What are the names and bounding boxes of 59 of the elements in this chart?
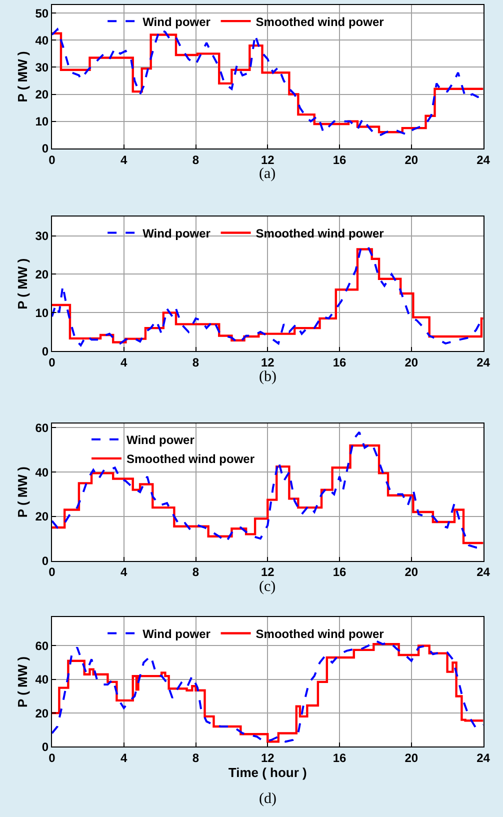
x-tick-label: 12	[260, 565, 275, 580]
y-axis-title: P ( MW )	[15, 258, 30, 310]
text: (b)	[259, 369, 276, 385]
x-axis-title: Time ( hour )	[228, 765, 307, 780]
x-tick-label: 12	[260, 751, 275, 766]
y-axis-title: P ( MW )	[15, 656, 30, 708]
y-tick-label: 60	[35, 420, 49, 435]
y-tick-label: 0	[42, 344, 49, 358]
y-tick-label: 10	[35, 306, 49, 320]
y-tick-label: 0	[42, 142, 49, 156]
y-tick-label: 20	[35, 87, 49, 102]
y-tick-label: 50	[35, 6, 49, 20]
x-tick-label: 4	[120, 751, 128, 766]
y-tick-label: 0	[42, 740, 49, 754]
legend-label: Smoothed wind power	[256, 626, 384, 641]
x-tick-label: 4	[120, 356, 128, 370]
y-tick-label: 20	[35, 510, 49, 524]
y-axis-title: P ( MW )	[15, 466, 30, 518]
y-tick-label: 30	[35, 60, 49, 74]
x-tick-label: 20	[404, 152, 418, 167]
legend-label: Smoothed wind power	[256, 14, 384, 29]
x-tick-label: 8	[192, 751, 200, 766]
x-tick-label: 20	[404, 565, 418, 580]
y-tick-label: 40	[35, 33, 49, 48]
x-tick-label: 24	[476, 751, 490, 766]
x-tick-label: 8	[192, 565, 200, 580]
y-tick-label: 60	[35, 638, 49, 653]
x-tick-label: 8	[192, 152, 200, 167]
x-tick-label: 16	[332, 751, 346, 766]
x-tick-label: 16	[332, 152, 346, 167]
y-tick-label: 10	[35, 114, 49, 129]
x-tick-label: 20	[404, 751, 418, 766]
x-tick-label: 12	[260, 356, 275, 370]
x-tick-label: 8	[192, 356, 200, 370]
y-tick-label: 20	[35, 267, 49, 282]
y-tick-label: 0	[42, 554, 49, 568]
x-tick-label: 12	[260, 152, 275, 167]
text: (d)	[259, 791, 276, 807]
x-tick-label: 20	[404, 356, 418, 370]
y-tick-label: 30	[35, 229, 49, 244]
x-tick-label: 4	[120, 152, 128, 167]
y-tick-label: 20	[35, 706, 49, 720]
text: (a)	[259, 166, 276, 182]
x-tick-label: 16	[332, 356, 346, 370]
x-tick-label: 24	[476, 152, 490, 167]
legend-label: Wind power	[142, 226, 211, 240]
legend-label: Wind power	[142, 626, 211, 641]
legend-label: Smoothed wind power	[126, 452, 255, 466]
y-tick-label: 40	[35, 672, 49, 687]
y-axis-title: P ( MW )	[15, 51, 30, 102]
legend-label: Smoothed wind power	[256, 226, 384, 240]
x-tick-label: 16	[332, 565, 346, 580]
legend-label: Wind power	[142, 14, 211, 29]
text: (c)	[259, 579, 276, 595]
x-tick-label: 4	[120, 565, 128, 580]
y-tick-label: 40	[35, 465, 49, 480]
legend-label: Wind power	[126, 433, 195, 448]
x-tick-label: 24	[476, 565, 490, 580]
x-tick-label: 24	[476, 356, 490, 370]
